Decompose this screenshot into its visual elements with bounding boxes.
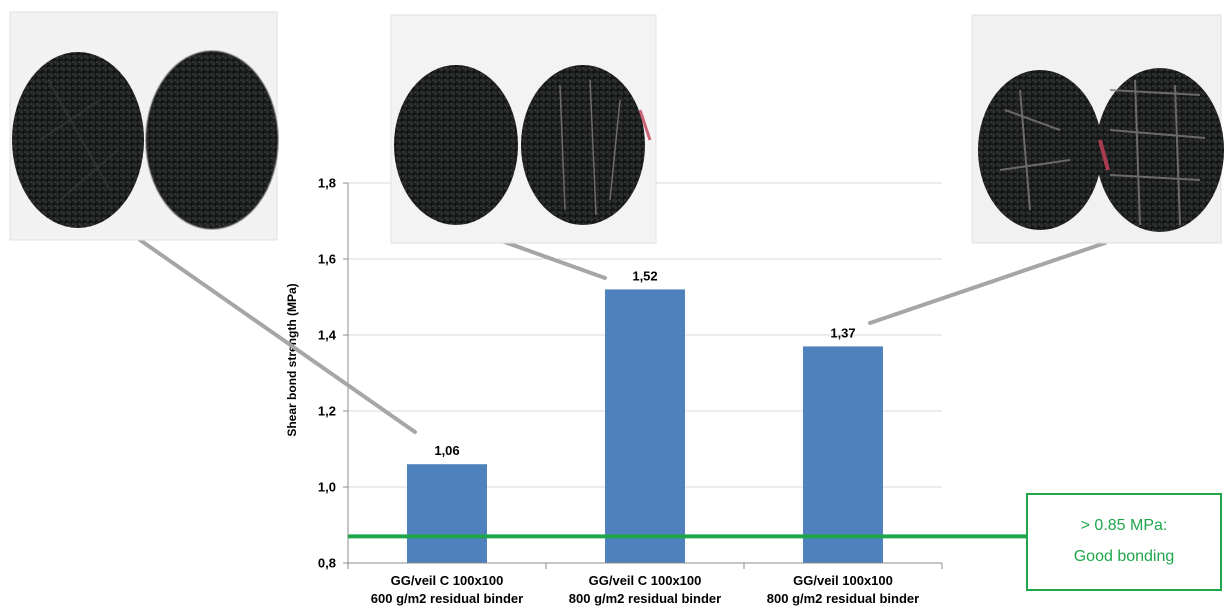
y-axis-label: Shear bond strength (MPa) bbox=[285, 283, 299, 436]
threshold-label-line-2: Good bonding bbox=[1074, 548, 1175, 565]
x-tick-label: GG/veil C 100x100 bbox=[589, 573, 702, 588]
data-label: 1,37 bbox=[830, 325, 855, 340]
bar bbox=[803, 346, 883, 563]
y-tick-label: 1,0 bbox=[318, 480, 336, 495]
connector-line-1 bbox=[138, 238, 417, 434]
y-tick-label: 1,6 bbox=[318, 252, 336, 267]
x-tick-label: 800 g/m2 residual binder bbox=[767, 591, 919, 606]
threshold-label-line-1: > 0.85 MPa: bbox=[1081, 517, 1168, 534]
x-tick-label: GG/veil 100x100 bbox=[793, 573, 893, 588]
threshold-annotation: > 0.85 MPa: Good bonding bbox=[1026, 493, 1222, 591]
photo-sample-3 bbox=[971, 14, 1224, 244]
y-tick-label: 1,4 bbox=[318, 328, 337, 343]
bar bbox=[605, 289, 685, 563]
connector-line-3 bbox=[868, 241, 1107, 325]
bar bbox=[407, 464, 487, 563]
y-tick-label: 1,2 bbox=[318, 404, 336, 419]
y-tick-label: 0,8 bbox=[318, 556, 336, 571]
data-label: 1,52 bbox=[632, 268, 657, 283]
x-tick-label: GG/veil C 100x100 bbox=[391, 573, 504, 588]
x-tick-label: 800 g/m2 residual binder bbox=[569, 591, 721, 606]
y-tick-label: 1,8 bbox=[318, 176, 336, 191]
bars: 1,06 1,52 1,37 bbox=[407, 268, 883, 563]
x-tick-label: 600 g/m2 residual binder bbox=[371, 591, 523, 606]
data-label: 1,06 bbox=[434, 443, 459, 458]
photo-sample-1 bbox=[9, 11, 279, 241]
photo-sample-2 bbox=[390, 14, 657, 244]
x-axis: GG/veil C 100x100 600 g/m2 residual binde… bbox=[347, 562, 943, 606]
y-axis: 0,8 1,0 1,2 1,4 1,6 1,8 bbox=[318, 176, 349, 571]
